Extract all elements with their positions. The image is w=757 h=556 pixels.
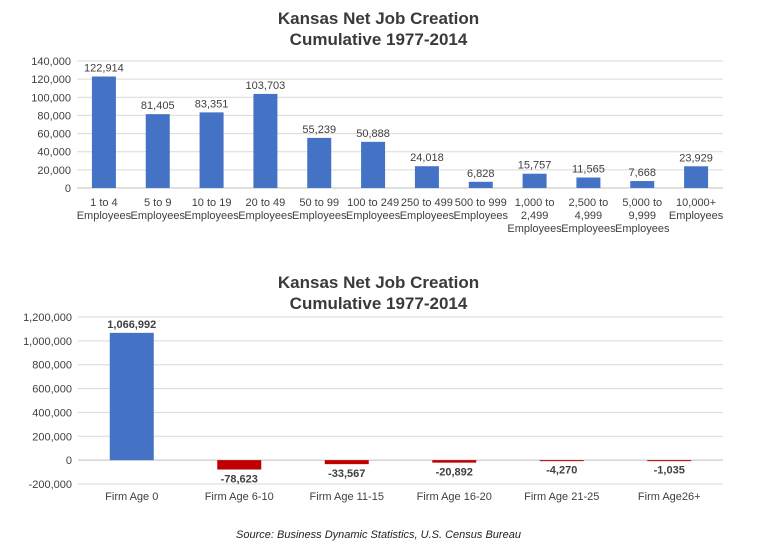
data-label: 24,018 — [410, 152, 444, 164]
data-label: 6,828 — [467, 168, 495, 180]
y-tick-label: 1,000,000 — [23, 336, 72, 348]
category-label: Employees — [400, 210, 455, 222]
y-tick-label: 60,000 — [37, 129, 71, 141]
category-label: Employees — [238, 210, 293, 222]
category-label: 4,999 — [575, 210, 603, 222]
category-label: Firm Age 16-20 — [417, 491, 492, 503]
y-tick-label: 120,000 — [31, 74, 71, 86]
bar — [91, 76, 116, 188]
category-label: Employees — [615, 223, 670, 235]
category-label: 5,000 to — [622, 197, 662, 209]
category-label: 10,000+ — [676, 197, 716, 209]
bar — [253, 93, 278, 188]
source-note: Source: Business Dynamic Statistics, U.S… — [236, 529, 521, 541]
data-label: 7,668 — [628, 167, 656, 179]
bar — [145, 114, 170, 188]
category-label: Firm Age 0 — [105, 491, 158, 503]
category-label: 500 to 999 — [455, 197, 507, 209]
bar — [647, 460, 692, 462]
category-label: Employees — [346, 210, 401, 222]
bar — [361, 141, 386, 188]
size-class-chart: 0 20,000 40,000 60,000 80,000 100,000 120,000 1… — [31, 56, 724, 235]
category-label: 50 to 99 — [299, 197, 339, 209]
bar — [684, 166, 709, 188]
y-tick-label: 200,000 — [32, 431, 72, 443]
category-label: Employees — [669, 210, 724, 222]
data-label: 103,703 — [246, 80, 286, 92]
chart1-title: Kansas Net Job Creation — [277, 9, 480, 28]
category-label: 1,000 to — [515, 197, 555, 209]
category-label: 2,500 to — [569, 197, 609, 209]
category-label: Firm Age 11-15 — [310, 491, 384, 503]
data-label: 1,066,992 — [107, 319, 156, 331]
category-label: 10 to 19 — [192, 197, 232, 209]
category-label: 9,999 — [628, 210, 656, 222]
y-tick-label: -200,000 — [29, 479, 72, 491]
category-label: Employees — [507, 223, 562, 235]
data-label: -1,035 — [654, 464, 685, 476]
data-label: 83,351 — [195, 98, 229, 110]
chart2-title: Kansas Net Job Creation — [277, 273, 480, 292]
chart1-title-block: Kansas Net Job Creation Cumulative 1977-… — [0, 8, 757, 50]
category-label: 5 to 9 — [144, 197, 172, 209]
category-label: Employees — [131, 210, 186, 222]
data-label: 23,929 — [679, 152, 713, 164]
bar — [630, 181, 655, 188]
data-label: 15,757 — [518, 160, 552, 172]
category-label: Employees — [292, 210, 347, 222]
bar — [324, 460, 369, 465]
y-tick-label: 100,000 — [31, 92, 71, 104]
bar — [109, 332, 154, 461]
data-label: -33,567 — [328, 468, 365, 480]
y-tick-label: 600,000 — [32, 384, 72, 396]
y-tick-label: 0 — [65, 183, 71, 195]
chart2-title-block: Kansas Net Job Creation Cumulative 1977-… — [0, 272, 757, 314]
category-label: Firm Age 21-25 — [524, 491, 599, 503]
category-label: Employees — [77, 210, 132, 222]
category-label: 1 to 4 — [90, 197, 118, 209]
bar — [199, 112, 224, 188]
data-label: 11,565 — [572, 164, 605, 176]
data-label: 122,914 — [84, 62, 124, 74]
chart2-subtitle: Cumulative 1977-2014 — [289, 294, 468, 313]
category-label: 250 to 499 — [401, 197, 453, 209]
category-label: Employees — [561, 223, 616, 235]
y-tick-label: 80,000 — [37, 110, 71, 122]
bar — [522, 173, 547, 188]
y-tick-label: 40,000 — [37, 147, 71, 159]
data-label: 55,239 — [302, 124, 336, 136]
y-tick-label: 400,000 — [32, 407, 72, 419]
category-label: 2,499 — [521, 210, 549, 222]
y-tick-label: 140,000 — [31, 56, 71, 68]
data-label: -20,892 — [436, 467, 473, 479]
bar — [414, 166, 439, 188]
bar — [217, 460, 262, 470]
category-label: Employees — [184, 210, 239, 222]
y-tick-label: 1,200,000 — [23, 312, 72, 324]
bar — [539, 460, 584, 462]
category-label: Firm Age 6-10 — [205, 491, 274, 503]
y-tick-label: 0 — [66, 455, 72, 467]
bar — [468, 181, 493, 188]
bar — [432, 460, 477, 463]
data-label: 50,888 — [356, 128, 390, 140]
bar — [576, 177, 601, 188]
category-label: 100 to 249 — [347, 197, 399, 209]
chart1-subtitle: Cumulative 1977-2014 — [289, 30, 468, 49]
bar — [307, 137, 332, 188]
data-label: 81,405 — [141, 100, 175, 112]
data-label: -4,270 — [546, 465, 577, 477]
category-label: 20 to 49 — [246, 197, 286, 209]
category-label: Employees — [454, 210, 509, 222]
data-label: -78,623 — [221, 474, 258, 486]
category-label: Firm Age26+ — [638, 491, 701, 503]
y-tick-label: 20,000 — [37, 165, 71, 177]
y-tick-label: 800,000 — [32, 360, 72, 372]
